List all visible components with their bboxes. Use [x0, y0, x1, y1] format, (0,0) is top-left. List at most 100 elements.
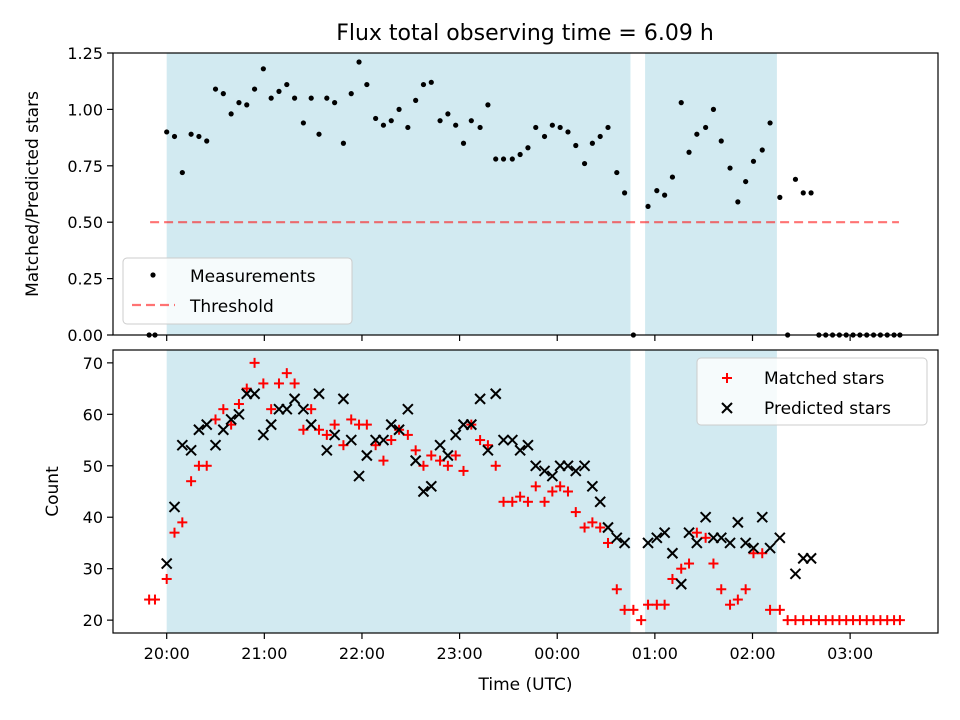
- matched-star-point: [402, 429, 413, 440]
- predicted-star-point: [434, 439, 446, 451]
- matched-star-point: [522, 496, 533, 507]
- matched-star-point: [442, 460, 453, 471]
- matched-star-point: [732, 594, 743, 605]
- measurement-point: [808, 190, 814, 196]
- measurement-point: [324, 95, 330, 101]
- predicted-star-point: [651, 532, 663, 544]
- matched-star-point: [378, 455, 389, 466]
- measurement-point: [308, 95, 314, 101]
- predicted-star-point: [658, 526, 671, 539]
- matched-star-point: [555, 481, 566, 492]
- matched-star-point: [765, 604, 776, 615]
- legend-measurements-label: Measurements: [190, 267, 316, 287]
- measurement-point: [662, 192, 668, 198]
- measurement-point: [509, 156, 515, 162]
- measurement-point: [597, 133, 603, 140]
- matched-star-point: [475, 435, 486, 446]
- predicted-star-point: [257, 429, 270, 441]
- measurement-point: [678, 100, 684, 106]
- predicted-star-point: [353, 470, 365, 482]
- measurement-point: [453, 122, 459, 128]
- x-tick-label: 02:00: [729, 644, 775, 663]
- matched-star-point: [507, 496, 518, 507]
- predicted-star-point: [562, 460, 574, 472]
- matched-star-point: [579, 522, 590, 533]
- predicted-star-point: [393, 424, 405, 436]
- predicted-star-point: [201, 418, 213, 431]
- matched-star-point: [530, 481, 541, 492]
- measurement-point: [316, 131, 322, 137]
- y-tick-label: 1.00: [67, 100, 103, 119]
- measurement-point: [517, 151, 523, 158]
- predicted-star-point: [449, 429, 462, 441]
- measurement-point: [413, 97, 419, 103]
- y-tick-label: 60: [83, 405, 103, 424]
- matched-star-point: [708, 558, 719, 569]
- predicted-star-point: [176, 439, 189, 451]
- bottom-y-axis-label: Count: [43, 466, 63, 517]
- measurement-point: [541, 133, 548, 140]
- matched-star-point: [458, 465, 469, 476]
- predicted-star-point: [474, 393, 486, 405]
- measurement-point: [686, 149, 692, 155]
- shaded-span-2: [645, 53, 777, 335]
- predicted-star-point: [328, 429, 341, 441]
- measurement-point: [573, 142, 579, 149]
- top-panel: 0.00 0.25 0.50 0.75 1.00 1.25 Matched/Predict…: [23, 44, 939, 345]
- matched-star-point: [273, 378, 284, 389]
- measurement-point: [621, 190, 628, 196]
- predicted-star-point: [409, 454, 422, 467]
- measurement-point: [750, 158, 757, 164]
- measurement-point: [196, 133, 202, 140]
- matched-star-point: [361, 419, 372, 430]
- measurement-point: [396, 106, 402, 112]
- matched-star-point: [636, 615, 647, 626]
- predicted-star-point: [425, 480, 437, 493]
- measurement-point: [743, 178, 749, 185]
- measurement-point: [212, 86, 219, 92]
- matched-star-point: [587, 517, 598, 528]
- predicted-star-point: [217, 424, 230, 436]
- measurement-point: [533, 124, 539, 131]
- predicted-star-point: [402, 403, 414, 415]
- predicted-star-point: [586, 480, 599, 493]
- bottom-legend: Matched stars Predicted stars: [696, 357, 928, 426]
- matched-star-point: [515, 491, 526, 502]
- predicted-star-point: [522, 439, 534, 451]
- measurement-point: [437, 118, 443, 124]
- measurement-point: [759, 147, 765, 153]
- x-tick-label: 01:00: [632, 644, 678, 663]
- measurement-point: [284, 81, 290, 88]
- measurement-point: [179, 169, 185, 176]
- matched-star-point: [603, 537, 613, 548]
- predicted-star-point: [321, 444, 333, 457]
- measurement-point: [718, 138, 724, 144]
- predicted-star-point: [185, 444, 197, 457]
- predicted-star-point: [538, 465, 551, 477]
- x-tick-label: 20:00: [144, 644, 190, 663]
- matched-star-point: [894, 615, 905, 626]
- matched-star-point: [450, 450, 461, 461]
- measurement-point: [428, 79, 434, 85]
- predicted-star-point: [288, 393, 301, 405]
- matched-star-point: [482, 440, 493, 451]
- matched-star-point: [346, 414, 357, 425]
- measurement-point: [291, 95, 298, 101]
- predicted-star-point: [764, 542, 776, 554]
- predicted-star-point: [774, 532, 786, 544]
- predicted-star-point: [642, 537, 654, 549]
- predicted-star-point: [530, 460, 542, 472]
- measurement-point: [792, 176, 799, 182]
- matched-star-point: [149, 594, 160, 605]
- matched-star-point: [233, 399, 244, 410]
- bottom-panel: 20 30 40 50 60 70 20:00 21:00 22:00 23:00 00:00 01…: [43, 349, 939, 695]
- y-tick-label: 40: [83, 508, 103, 527]
- predicted-star-point: [313, 388, 325, 400]
- measurement-point: [735, 199, 741, 205]
- measurement-point: [348, 91, 354, 97]
- matched-star-point: [547, 486, 558, 497]
- predicted-star-point: [602, 521, 614, 534]
- measurement-point: [581, 160, 588, 167]
- predicted-star-point: [281, 403, 293, 415]
